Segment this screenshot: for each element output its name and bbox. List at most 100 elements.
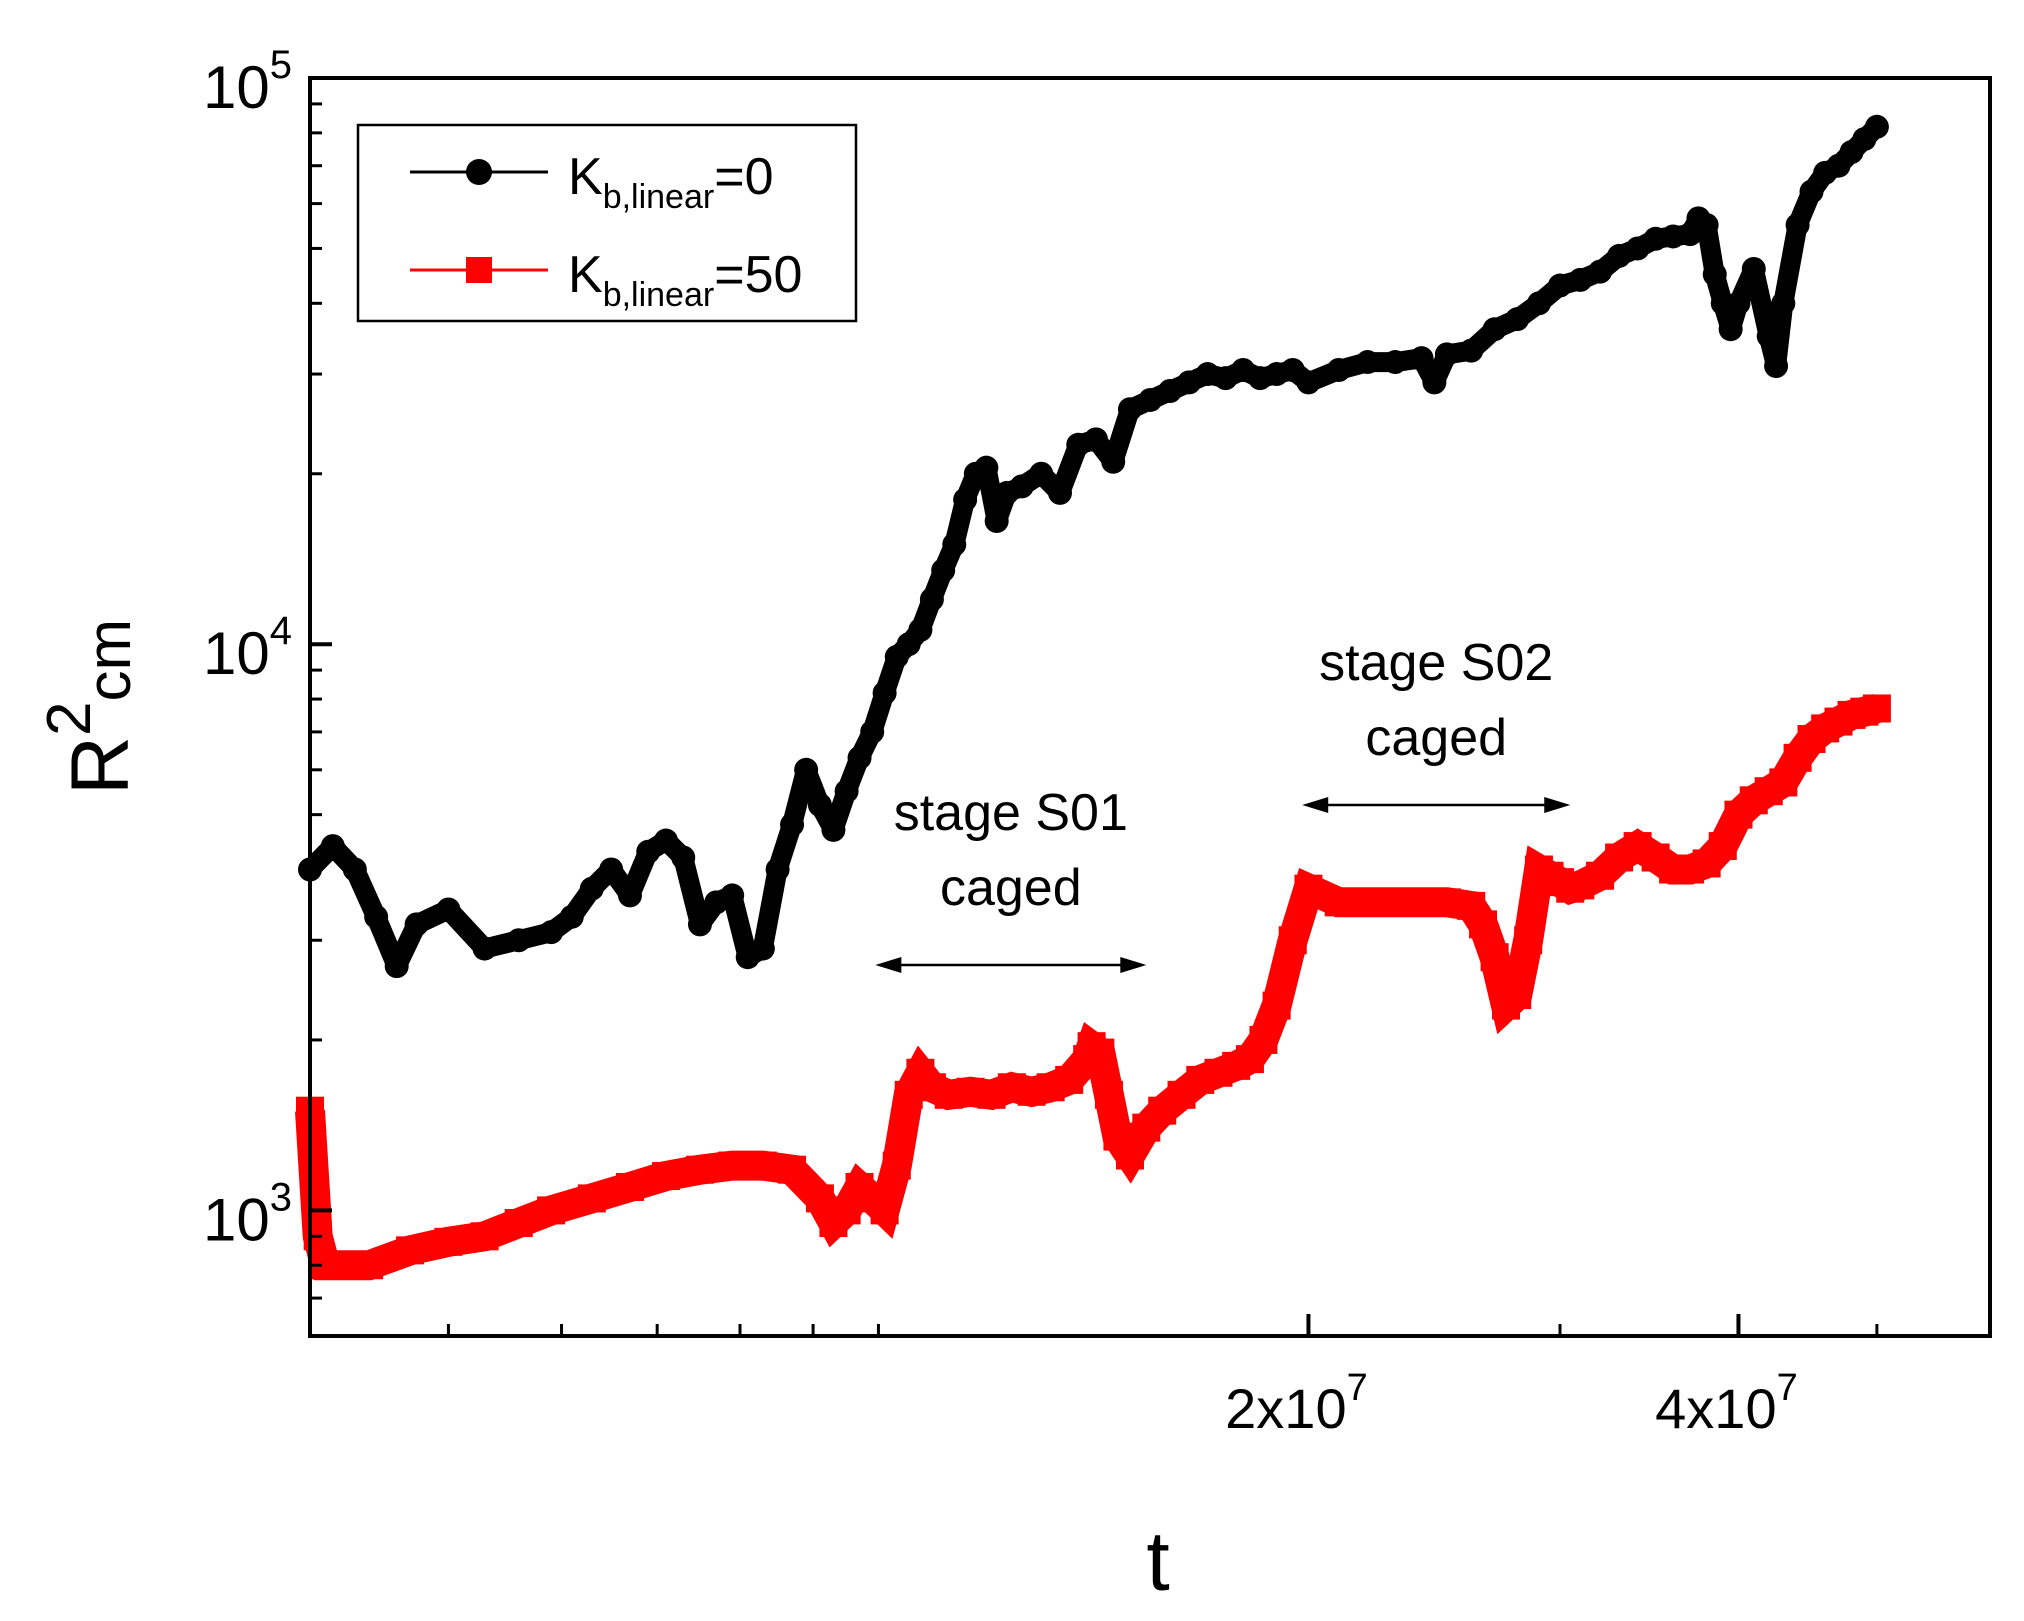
data-point xyxy=(1514,926,1543,955)
data-point xyxy=(1177,370,1202,395)
data-point xyxy=(539,920,564,945)
data-point xyxy=(821,817,846,842)
x-tick-label-0: 2x107 xyxy=(1225,1367,1368,1440)
data-point xyxy=(1094,1080,1123,1109)
y-tick-label-2: 105 xyxy=(203,43,292,121)
data-point xyxy=(942,532,967,557)
series-layer xyxy=(295,114,1891,1281)
data-point xyxy=(1708,832,1737,861)
data-point xyxy=(805,1184,834,1213)
data-point xyxy=(1526,291,1551,316)
data-point xyxy=(1355,350,1380,375)
data-point xyxy=(1434,342,1459,367)
legend-entry-1: Kb,linear=50 xyxy=(410,246,802,314)
data-point xyxy=(1764,353,1789,378)
legend-label-1: Kb,linear=50 xyxy=(568,246,802,314)
data-point xyxy=(579,876,604,901)
arrowhead-left xyxy=(875,957,902,973)
data-point xyxy=(1353,888,1382,917)
data-point xyxy=(1083,427,1108,452)
legend-label-0: Kb,linear=0 xyxy=(568,148,774,216)
data-point xyxy=(1480,943,1509,972)
data-point xyxy=(870,1196,899,1225)
data-point xyxy=(1381,888,1410,917)
data-point xyxy=(1769,768,1798,797)
data-point xyxy=(1862,694,1891,723)
data-point xyxy=(882,1151,911,1180)
data-point xyxy=(748,1151,777,1180)
arrowhead-right xyxy=(1120,957,1147,973)
data-point xyxy=(1086,1038,1115,1067)
data-point xyxy=(636,839,661,864)
data-point xyxy=(1607,243,1632,268)
x-tick-label-1: 4x107 xyxy=(1655,1367,1798,1440)
data-point xyxy=(1278,926,1307,955)
data-point xyxy=(872,680,897,705)
data-point xyxy=(1407,888,1436,917)
legend-box xyxy=(356,123,858,323)
data-point xyxy=(671,845,696,870)
annotation-layer: stage S01 caged stage S02 caged xyxy=(875,634,1571,973)
data-point xyxy=(750,936,775,961)
data-point xyxy=(1482,317,1507,342)
data-point xyxy=(342,857,367,882)
arrowhead-left xyxy=(1302,797,1329,813)
data-point xyxy=(765,857,790,882)
data-point xyxy=(1383,350,1408,375)
data-point xyxy=(778,1155,807,1184)
data-point xyxy=(834,779,859,804)
data-point xyxy=(1741,256,1766,281)
data-point xyxy=(1771,291,1796,316)
data-point xyxy=(1459,338,1484,363)
legend-marker-1 xyxy=(466,257,492,283)
data-point xyxy=(1588,259,1613,284)
data-point xyxy=(780,812,805,837)
y-axis-title: R2cm xyxy=(35,619,146,795)
data-point xyxy=(1048,480,1073,505)
data-point xyxy=(1294,874,1323,903)
data-point xyxy=(404,912,429,937)
data-point xyxy=(1009,474,1034,499)
data-point xyxy=(651,1162,680,1191)
annotation-1: stage S02 caged xyxy=(1302,634,1571,813)
annotation-label-1-line2: caged xyxy=(1365,709,1507,767)
data-point xyxy=(984,509,1009,534)
data-point xyxy=(807,792,832,817)
data-point xyxy=(832,1196,861,1225)
data-point xyxy=(1296,370,1321,395)
data-point xyxy=(1262,991,1291,1020)
data-point xyxy=(919,587,944,612)
data-point xyxy=(1625,236,1650,261)
data-point xyxy=(1409,346,1434,371)
data-point xyxy=(470,1222,499,1251)
y-axis-title-sub: cm xyxy=(75,619,144,702)
data-point xyxy=(847,745,872,770)
data-point xyxy=(685,1155,714,1184)
data-point xyxy=(1117,397,1142,422)
data-point xyxy=(506,928,531,953)
data-point xyxy=(687,912,712,937)
data-point xyxy=(384,954,409,979)
data-point xyxy=(1785,213,1810,238)
data-point xyxy=(1432,888,1461,917)
data-point xyxy=(355,1251,384,1280)
data-point xyxy=(1718,317,1743,342)
data-point xyxy=(1029,461,1054,486)
data-point xyxy=(1702,262,1727,287)
data-point xyxy=(1643,226,1668,251)
annotation-label-0-line2: caged xyxy=(940,859,1082,917)
data-point xyxy=(1799,179,1824,204)
data-point xyxy=(1326,357,1351,382)
data-point xyxy=(504,1209,533,1238)
annotation-label-0-line1: stage S01 xyxy=(894,784,1128,842)
data-point xyxy=(1568,267,1593,292)
annotation-label-1-line1: stage S02 xyxy=(1319,634,1553,692)
data-point xyxy=(1195,362,1220,387)
data-point xyxy=(472,936,497,961)
data-point xyxy=(1249,1025,1278,1054)
data-point xyxy=(617,883,642,908)
data-point xyxy=(1547,273,1572,298)
plot-frame xyxy=(308,76,1992,1338)
x-axis-title: t xyxy=(1146,1514,1169,1608)
data-point xyxy=(953,487,978,512)
